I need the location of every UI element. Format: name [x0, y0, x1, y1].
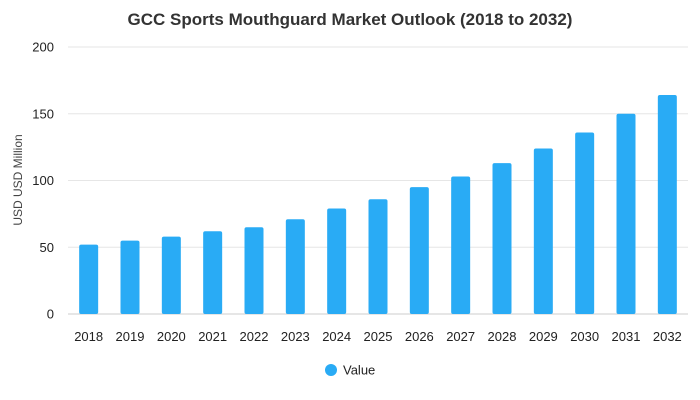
- bar-2028[interactable]: [492, 163, 512, 314]
- y-tick-label: 50: [40, 240, 54, 255]
- bar-2020[interactable]: [161, 236, 181, 314]
- legend-swatch-value: [325, 364, 337, 376]
- chart-title: GCC Sports Mouthguard Market Outlook (20…: [128, 10, 573, 29]
- x-axis-ticks: 2018 2019 2020 2021 2022 2023 2024 2025 2026 2027…: [74, 329, 682, 344]
- x-tick-label-2023: 2023: [281, 329, 310, 344]
- legend[interactable]: Value: [325, 363, 375, 378]
- x-tick-label-2031: 2031: [612, 329, 641, 344]
- x-tick-label-2021: 2021: [198, 329, 227, 344]
- x-tick-label-2032: 2032: [653, 329, 682, 344]
- y-tick-label: 150: [32, 106, 54, 121]
- bar-2019[interactable]: [120, 240, 140, 314]
- bar-2024[interactable]: [327, 208, 347, 314]
- x-tick-label-2030: 2030: [570, 329, 599, 344]
- bar-2018[interactable]: [79, 244, 99, 314]
- y-axis-label: USD USD Million: [11, 134, 25, 225]
- y-tick-label: 0: [47, 307, 54, 322]
- bar-2030[interactable]: [575, 132, 595, 314]
- x-tick-label-2027: 2027: [446, 329, 475, 344]
- y-tick-label: 200: [32, 40, 54, 55]
- x-tick-label-2026: 2026: [405, 329, 434, 344]
- legend-label-value: Value: [343, 363, 375, 378]
- bar-2022[interactable]: [244, 227, 264, 314]
- x-tick-label-2018: 2018: [74, 329, 103, 344]
- x-tick-label-2028: 2028: [488, 329, 517, 344]
- bar-2031[interactable]: [616, 113, 636, 314]
- x-tick-label-2020: 2020: [157, 329, 186, 344]
- bar-2025[interactable]: [368, 199, 388, 314]
- x-tick-label-2024: 2024: [322, 329, 351, 344]
- bar-2027[interactable]: [451, 176, 471, 314]
- bar-2029[interactable]: [533, 148, 553, 314]
- bar-2026[interactable]: [409, 187, 429, 314]
- y-axis-ticks: 0 50 100 150 200: [32, 40, 54, 322]
- x-tick-label-2025: 2025: [364, 329, 393, 344]
- x-tick-label-2019: 2019: [116, 329, 145, 344]
- y-tick-label: 100: [32, 173, 54, 188]
- bar-2023[interactable]: [285, 219, 305, 314]
- x-tick-label-2022: 2022: [240, 329, 269, 344]
- bar-2032[interactable]: [657, 95, 677, 314]
- x-tick-label-2029: 2029: [529, 329, 558, 344]
- bar-2021[interactable]: [203, 231, 223, 314]
- bars: [79, 95, 677, 314]
